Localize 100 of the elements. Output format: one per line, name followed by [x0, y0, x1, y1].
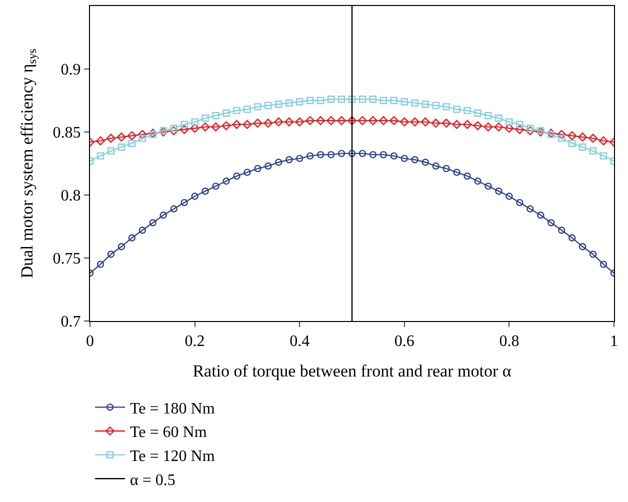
legend-label: Te = 180 Nm	[130, 400, 216, 418]
point	[578, 144, 586, 151]
point	[160, 212, 167, 219]
point	[180, 198, 188, 206]
y-tick-label: 0.85	[52, 124, 81, 142]
legend-label: α = 0.5	[130, 472, 176, 489]
point	[180, 124, 189, 134]
point	[400, 154, 408, 162]
point	[537, 212, 544, 219]
point	[118, 144, 126, 151]
point	[390, 152, 398, 160]
point	[400, 98, 408, 106]
point	[296, 98, 304, 106]
point	[568, 140, 576, 147]
point	[484, 112, 492, 120]
point	[484, 122, 493, 132]
point	[149, 219, 156, 226]
point	[557, 130, 566, 140]
x-tick-label: 0.8	[499, 333, 520, 350]
y-tick-label: 0.7	[60, 314, 81, 331]
point	[286, 99, 293, 107]
point	[442, 164, 450, 172]
point	[222, 121, 231, 130]
x-tick-label: 0.2	[184, 333, 205, 350]
point	[578, 243, 586, 250]
point	[337, 116, 346, 126]
point	[368, 116, 378, 126]
point	[369, 151, 377, 158]
legend-label: Te = 120 Nm	[130, 448, 216, 466]
x-tick-label: 0.4	[290, 333, 310, 350]
point	[338, 150, 346, 158]
point	[107, 250, 115, 258]
x-tick-label: 0.6	[394, 333, 414, 350]
point	[369, 96, 377, 103]
point	[296, 154, 304, 162]
point	[420, 117, 430, 126]
point	[202, 114, 209, 122]
point	[578, 132, 588, 142]
x-tick-label: 0	[86, 333, 94, 350]
point	[348, 96, 356, 103]
point	[506, 118, 513, 126]
point	[306, 96, 314, 104]
x-tick-label: 1	[610, 333, 618, 350]
point	[327, 96, 335, 103]
point	[264, 102, 272, 110]
point	[473, 121, 482, 130]
point	[190, 124, 200, 133]
point	[348, 116, 356, 126]
point	[411, 99, 418, 107]
point	[474, 178, 482, 185]
point	[212, 112, 220, 120]
point	[169, 126, 178, 136]
point	[274, 117, 284, 126]
point	[96, 136, 105, 146]
point	[453, 106, 460, 113]
point	[242, 120, 252, 129]
point	[389, 116, 398, 126]
point	[316, 96, 324, 104]
point	[588, 134, 598, 143]
point	[390, 96, 398, 104]
point	[484, 182, 492, 190]
point	[495, 114, 502, 122]
point	[138, 130, 147, 140]
point	[526, 205, 534, 212]
point	[254, 103, 262, 110]
point	[170, 124, 178, 132]
point	[464, 172, 471, 180]
point	[96, 260, 104, 268]
point	[316, 151, 324, 158]
point	[358, 116, 367, 126]
point	[128, 140, 136, 147]
point	[200, 122, 210, 132]
point	[327, 151, 335, 158]
point	[286, 156, 293, 164]
point	[411, 156, 418, 164]
point	[284, 117, 294, 126]
point	[160, 127, 167, 134]
point	[128, 234, 136, 242]
point	[233, 106, 240, 114]
point	[191, 192, 198, 200]
point	[432, 162, 440, 170]
point	[474, 110, 482, 117]
x-axis-title: Ratio of torque between front and rear motor α	[192, 362, 512, 381]
point	[410, 117, 420, 126]
point	[600, 260, 608, 268]
point	[326, 116, 336, 126]
point	[212, 182, 220, 190]
point	[107, 147, 115, 154]
point	[378, 116, 388, 126]
point	[118, 243, 126, 250]
point	[380, 151, 388, 158]
point	[516, 198, 524, 206]
point	[170, 205, 178, 212]
point	[558, 226, 566, 234]
point	[526, 126, 535, 136]
point	[504, 124, 514, 133]
point	[506, 192, 513, 200]
point	[338, 96, 346, 103]
point	[316, 116, 326, 126]
point	[295, 117, 304, 126]
